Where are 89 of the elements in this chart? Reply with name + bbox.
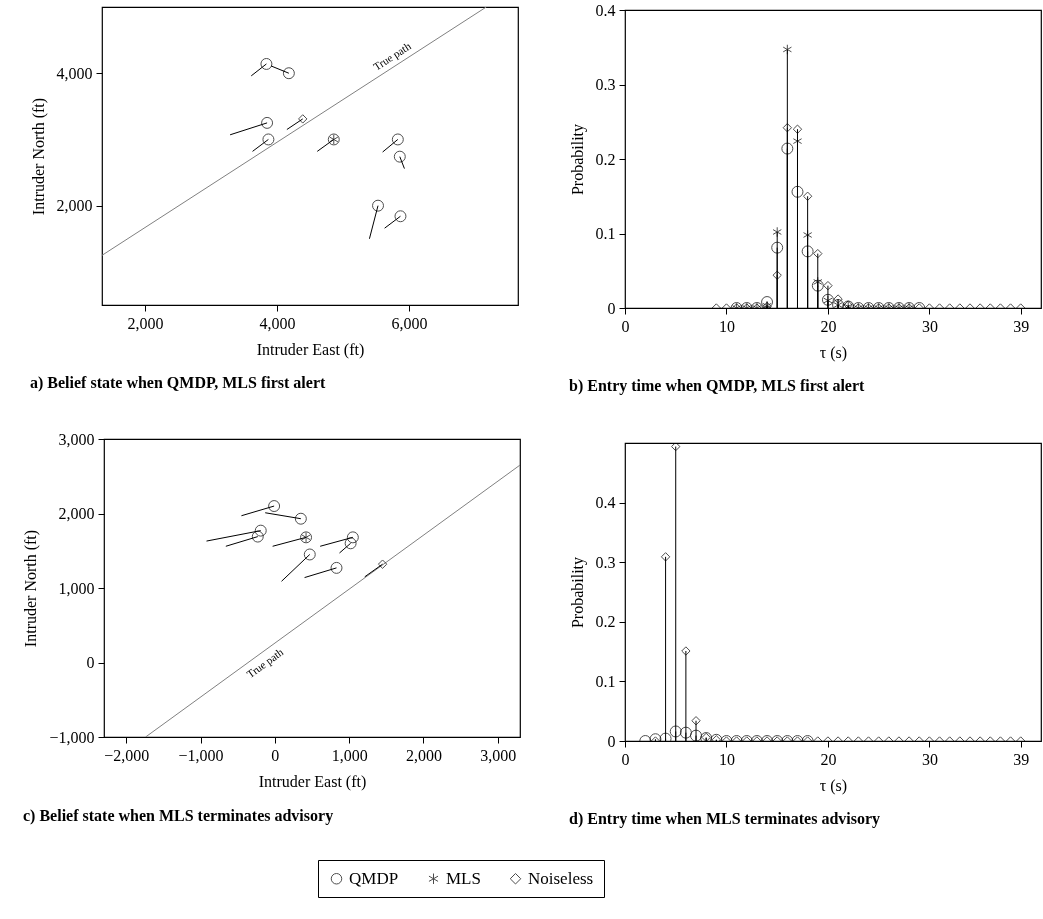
point [803, 229, 813, 241]
point [802, 191, 813, 201]
point [268, 500, 281, 513]
point [782, 44, 792, 55]
y-tick-label: 0.1 [595, 225, 616, 242]
x-tick-label: 0 [271, 746, 280, 764]
point [671, 443, 681, 452]
y-tick-label: 0.2 [595, 150, 616, 168]
y-tick-label: 0.4 [595, 1, 616, 19]
point [660, 552, 671, 562]
point [261, 116, 274, 129]
point [782, 123, 793, 133]
point [251, 530, 264, 543]
annotation: True path [371, 39, 414, 73]
point [801, 245, 814, 258]
x-tick-label: 2,000 [405, 746, 442, 764]
point [377, 559, 388, 569]
y-tick-label: −1,000 [49, 728, 95, 746]
point [771, 241, 784, 254]
x-tick-label: 1,000 [331, 746, 368, 764]
point [791, 185, 804, 198]
point [372, 199, 384, 212]
y-tick-label: 0.3 [595, 553, 616, 571]
legend-label: QMDP [349, 868, 399, 888]
point [298, 114, 308, 124]
point [690, 729, 702, 741]
x-tick-label: 20 [820, 317, 837, 335]
point [282, 67, 295, 80]
y-tick-label: 2,000 [56, 197, 93, 215]
x-tick-label: 39 [1013, 750, 1030, 768]
x-tick-label: 10 [718, 750, 735, 768]
y-tick-label: 0.2 [595, 613, 616, 631]
x-tick-label: −1,000 [178, 746, 224, 764]
point [394, 210, 407, 223]
x-tick-label: −2,000 [104, 746, 150, 764]
x-tick-label: 0 [621, 750, 630, 768]
point [813, 276, 823, 288]
y-tick-label: 3,000 [58, 430, 95, 448]
y-axis-title: Intruder North (ft) [29, 97, 48, 216]
point [303, 548, 316, 561]
point [681, 646, 691, 656]
x-tick-label: 30 [921, 317, 938, 335]
annotation: True path [244, 645, 286, 681]
x-tick-label: 10 [718, 317, 735, 335]
legend-label: MLS [446, 868, 481, 888]
x-axis-title: Intruder East (ft) [256, 340, 365, 359]
point [254, 524, 267, 537]
x-axis-title: Intruder East (ft) [258, 772, 367, 791]
point [781, 142, 794, 155]
point [813, 248, 823, 259]
x-axis-title: τ (s) [819, 343, 848, 362]
y-tick-label: 2,000 [58, 505, 95, 522]
point [772, 270, 782, 280]
point [294, 512, 307, 525]
point [772, 226, 782, 238]
x-tick-label: 39 [1013, 317, 1030, 335]
x-tick-label: 30 [921, 750, 938, 768]
point [262, 133, 275, 146]
text: c) Belief state when MLS terminates advisory [22, 806, 334, 825]
x-axis-title: τ (s) [819, 776, 848, 795]
y-axis-title: Probability [568, 123, 587, 196]
y-tick-label: 0.4 [595, 494, 616, 512]
y-axis-title: Probability [568, 556, 587, 629]
point [346, 531, 359, 544]
legend-label: Noiseless [528, 868, 594, 888]
point [811, 279, 824, 292]
x-tick-label: 3,000 [480, 746, 517, 764]
y-tick-label: 1,000 [58, 579, 95, 597]
point [330, 561, 343, 574]
x-tick-label: 0 [621, 317, 630, 335]
x-tick-label: 2,000 [127, 314, 164, 332]
text: a) Belief state when QMDP, MLS first alert [30, 374, 327, 392]
point [344, 537, 357, 550]
y-tick-label: 0 [607, 299, 616, 317]
y-tick-label: 0.3 [595, 76, 616, 93]
point [823, 280, 833, 291]
x-tick-label: 20 [820, 750, 837, 768]
y-tick-label: 0 [86, 654, 95, 671]
x-tick-label: 4,000 [259, 314, 296, 332]
point [393, 150, 406, 163]
y-axis-title: Intruder North (ft) [22, 529, 41, 648]
y-tick-label: 4,000 [56, 64, 93, 82]
x-tick-label: 6,000 [391, 314, 428, 332]
text: b) Entry time when QMDP, MLS first alert [569, 377, 866, 395]
y-tick-label: 0.1 [595, 672, 616, 690]
point [391, 133, 404, 146]
point [792, 124, 803, 134]
text: d) Entry time when MLS terminates advisory [569, 810, 881, 828]
y-tick-label: 0 [607, 732, 616, 750]
